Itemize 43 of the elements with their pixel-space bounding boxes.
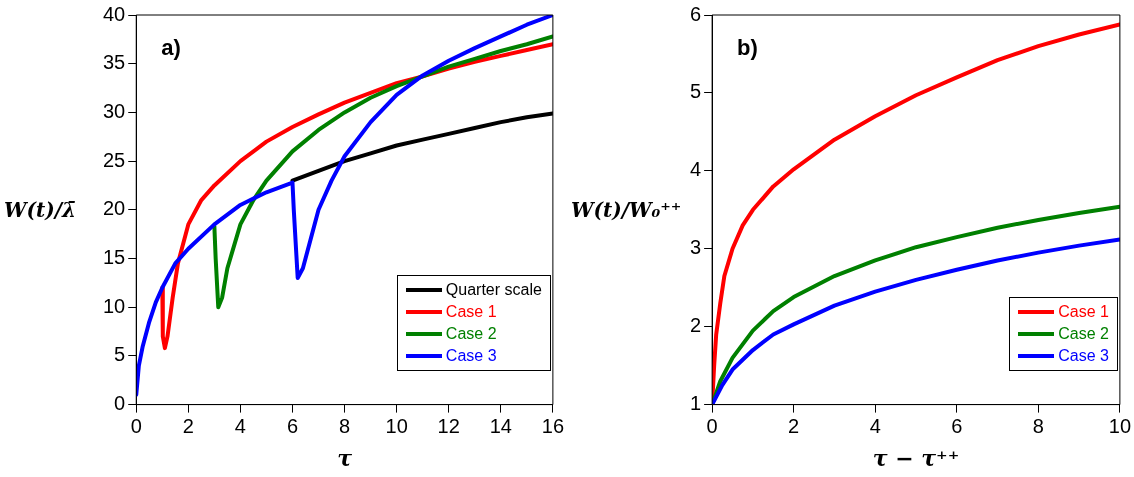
legend-label: Case 1 [1058, 302, 1109, 321]
y-tick-label: 4 [690, 158, 702, 181]
legend-label: Case 3 [1058, 346, 1109, 365]
y-tick-label: 1 [690, 392, 702, 415]
y-axis-title: W(t)/W₀⁺⁺ [571, 197, 682, 222]
annotation: a) [161, 35, 181, 61]
x-tick-label: 6 [286, 415, 299, 438]
legend-label: Quarter scale [445, 280, 542, 299]
y-tick-label: 0 [114, 392, 126, 415]
y-tick-label: 25 [103, 148, 126, 171]
x-tick-label: 10 [1108, 415, 1131, 438]
legend-label: Case 3 [445, 346, 497, 365]
x-tick-label: 4 [234, 415, 246, 438]
y-tick-label: 35 [103, 51, 126, 74]
x-tick-label: 0 [130, 415, 142, 438]
x-tick-label: 8 [1032, 415, 1044, 438]
x-tick-label: 4 [869, 415, 881, 438]
x-tick-label: 6 [951, 415, 963, 438]
y-tick-label: 15 [103, 246, 126, 269]
x-tick-label: 14 [489, 415, 512, 438]
x-tick-label: 12 [437, 415, 460, 438]
x-tick-label: 8 [339, 415, 351, 438]
x-tick-label: 2 [788, 415, 800, 438]
x-tick-label: 10 [385, 415, 408, 438]
x-tick-label: 2 [182, 415, 194, 438]
legend-label: Case 2 [1058, 324, 1109, 343]
legend-label: Case 1 [445, 302, 497, 321]
legend-label: Case 2 [445, 324, 497, 343]
y-tick-label: 40 [103, 2, 126, 25]
x-tick-label: 0 [706, 415, 718, 438]
y-tick-label: 20 [103, 197, 126, 220]
y-tick-label: 3 [690, 236, 702, 259]
y-tick-label: 10 [103, 294, 126, 317]
y-tick-label: 5 [114, 343, 126, 366]
y-tick-label: 2 [690, 314, 702, 337]
y-tick-label: 30 [103, 99, 126, 122]
x-axis-title: τ − τ⁺⁺ [872, 444, 960, 471]
y-tick-label: 6 [690, 2, 702, 25]
y-tick-label: 5 [690, 80, 702, 103]
x-tick-label: 16 [541, 415, 564, 438]
annotation: b) [737, 35, 758, 61]
y-axis-title: W(t)/λ̄ [4, 197, 76, 222]
x-axis-title: τ [337, 444, 353, 471]
